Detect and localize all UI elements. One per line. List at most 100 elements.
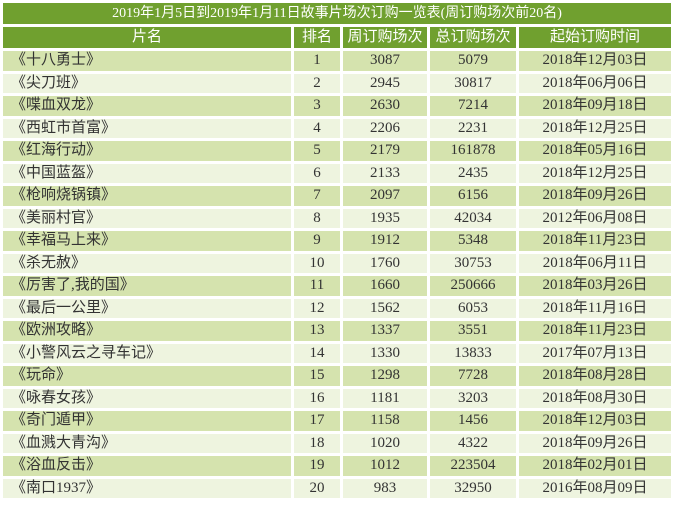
weekly-sessions-cell: 2179: [343, 141, 427, 161]
weekly-sessions-cell: 1935: [343, 208, 427, 228]
table-row: 《尖刀班》 2 2945 30817 2018年06月06日: [3, 73, 671, 93]
total-sessions-cell: 161878: [430, 141, 516, 161]
title-row: 2019年1月5日到2019年1月11日故事片场次订购一览表(周订购场次前20名…: [3, 3, 671, 24]
film-title-cell: 《小警风云之寻车记》: [3, 343, 291, 363]
weekly-sessions-cell: 2630: [343, 96, 427, 116]
total-sessions-cell: 2231: [430, 118, 516, 138]
total-sessions-cell: 42034: [430, 208, 516, 228]
rank-cell: 6: [294, 163, 340, 183]
rank-cell: 19: [294, 456, 340, 476]
table-row: 《杀无赦》 10 1760 30753 2018年06月11日: [3, 253, 671, 273]
start-date-cell: 2018年05月16日: [519, 141, 671, 161]
table-row: 《欧洲攻略》 13 1337 3551 2018年11月23日: [3, 321, 671, 341]
total-sessions-cell: 30753: [430, 253, 516, 273]
rank-cell: 11: [294, 276, 340, 296]
weekly-sessions-cell: 2133: [343, 163, 427, 183]
table-row: 《十八勇士》 1 3087 5079 2018年12月03日: [3, 51, 671, 71]
rank-cell: 16: [294, 388, 340, 408]
total-sessions-cell: 4322: [430, 433, 516, 453]
start-date-cell: 2018年12月03日: [519, 51, 671, 71]
table-row: 《小警风云之寻车记》 14 1330 13833 2017年07月13日: [3, 343, 671, 363]
table-row: 《血溅大青沟》 18 1020 4322 2018年09月26日: [3, 433, 671, 453]
film-title-cell: 《最后一公里》: [3, 298, 291, 318]
total-sessions-cell: 250666: [430, 276, 516, 296]
total-sessions-cell: 32950: [430, 478, 516, 498]
rank-cell: 17: [294, 411, 340, 431]
total-sessions-cell: 3551: [430, 321, 516, 341]
weekly-sessions-cell: 983: [343, 478, 427, 498]
film-title-cell: 《西虹市首富》: [3, 118, 291, 138]
weekly-sessions-cell: 1298: [343, 366, 427, 386]
total-sessions-cell: 7214: [430, 96, 516, 116]
weekly-sessions-cell: 2945: [343, 73, 427, 93]
col-header-rank: 排名: [294, 27, 340, 48]
table-title: 2019年1月5日到2019年1月11日故事片场次订购一览表(周订购场次前20名…: [3, 3, 671, 24]
col-header-start-date: 起始订购时间: [519, 27, 671, 48]
table-row: 《厉害了,我的国》 11 1660 250666 2018年03月26日: [3, 276, 671, 296]
table-row: 《西虹市首富》 4 2206 2231 2018年12月25日: [3, 118, 671, 138]
rank-cell: 8: [294, 208, 340, 228]
start-date-cell: 2017年07月13日: [519, 343, 671, 363]
rank-cell: 9: [294, 231, 340, 251]
total-sessions-cell: 6053: [430, 298, 516, 318]
weekly-sessions-cell: 1337: [343, 321, 427, 341]
weekly-sessions-cell: 1562: [343, 298, 427, 318]
start-date-cell: 2018年03月26日: [519, 276, 671, 296]
start-date-cell: 2016年08月09日: [519, 478, 671, 498]
film-title-cell: 《浴血反击》: [3, 456, 291, 476]
total-sessions-cell: 2435: [430, 163, 516, 183]
rank-cell: 1: [294, 51, 340, 71]
start-date-cell: 2018年09月26日: [519, 433, 671, 453]
film-title-cell: 《美丽村官》: [3, 208, 291, 228]
total-sessions-cell: 6156: [430, 186, 516, 206]
rank-cell: 14: [294, 343, 340, 363]
start-date-cell: 2018年12月25日: [519, 118, 671, 138]
table-row: 《喋血双龙》 3 2630 7214 2018年09月18日: [3, 96, 671, 116]
start-date-cell: 2018年11月23日: [519, 231, 671, 251]
table-row: 《美丽村官》 8 1935 42034 2012年06月08日: [3, 208, 671, 228]
rank-cell: 4: [294, 118, 340, 138]
film-title-cell: 《欧洲攻略》: [3, 321, 291, 341]
start-date-cell: 2018年06月06日: [519, 73, 671, 93]
start-date-cell: 2018年09月18日: [519, 96, 671, 116]
total-sessions-cell: 5079: [430, 51, 516, 71]
film-title-cell: 《奇门遁甲》: [3, 411, 291, 431]
weekly-sessions-cell: 1330: [343, 343, 427, 363]
weekly-sessions-cell: 1020: [343, 433, 427, 453]
weekly-sessions-cell: 1158: [343, 411, 427, 431]
film-title-cell: 《枪响烧锅镇》: [3, 186, 291, 206]
table-row: 《咏春女孩》 16 1181 3203 2018年08月30日: [3, 388, 671, 408]
start-date-cell: 2018年11月16日: [519, 298, 671, 318]
rank-cell: 13: [294, 321, 340, 341]
weekly-sessions-cell: 1012: [343, 456, 427, 476]
table-row: 《最后一公里》 12 1562 6053 2018年11月16日: [3, 298, 671, 318]
total-sessions-cell: 7728: [430, 366, 516, 386]
table-row: 《枪响烧锅镇》 7 2097 6156 2018年09月26日: [3, 186, 671, 206]
film-title-cell: 《玩命》: [3, 366, 291, 386]
film-title-cell: 《南口1937》: [3, 478, 291, 498]
table-body: 《十八勇士》 1 3087 5079 2018年12月03日 《尖刀班》 2 2945 3081…: [3, 51, 671, 498]
rank-cell: 5: [294, 141, 340, 161]
start-date-cell: 2012年06月08日: [519, 208, 671, 228]
film-bookings-table: 2019年1月5日到2019年1月11日故事片场次订购一览表(周订购场次前20名…: [3, 3, 671, 498]
start-date-cell: 2018年12月03日: [519, 411, 671, 431]
total-sessions-cell: 1456: [430, 411, 516, 431]
start-date-cell: 2018年11月23日: [519, 321, 671, 341]
total-sessions-cell: 3203: [430, 388, 516, 408]
film-title-cell: 《厉害了,我的国》: [3, 276, 291, 296]
total-sessions-cell: 13833: [430, 343, 516, 363]
film-title-cell: 《尖刀班》: [3, 73, 291, 93]
col-header-film-title: 片名: [3, 27, 291, 48]
weekly-sessions-cell: 1660: [343, 276, 427, 296]
start-date-cell: 2018年08月28日: [519, 366, 671, 386]
table-row: 《中国蓝盔》 6 2133 2435 2018年12月25日: [3, 163, 671, 183]
weekly-sessions-cell: 2097: [343, 186, 427, 206]
table-row: 《南口1937》 20 983 32950 2016年08月09日: [3, 478, 671, 498]
weekly-sessions-cell: 3087: [343, 51, 427, 71]
film-title-cell: 《咏春女孩》: [3, 388, 291, 408]
rank-cell: 2: [294, 73, 340, 93]
start-date-cell: 2018年02月01日: [519, 456, 671, 476]
weekly-sessions-cell: 1181: [343, 388, 427, 408]
total-sessions-cell: 30817: [430, 73, 516, 93]
table-row: 《幸福马上来》 9 1912 5348 2018年11月23日: [3, 231, 671, 251]
